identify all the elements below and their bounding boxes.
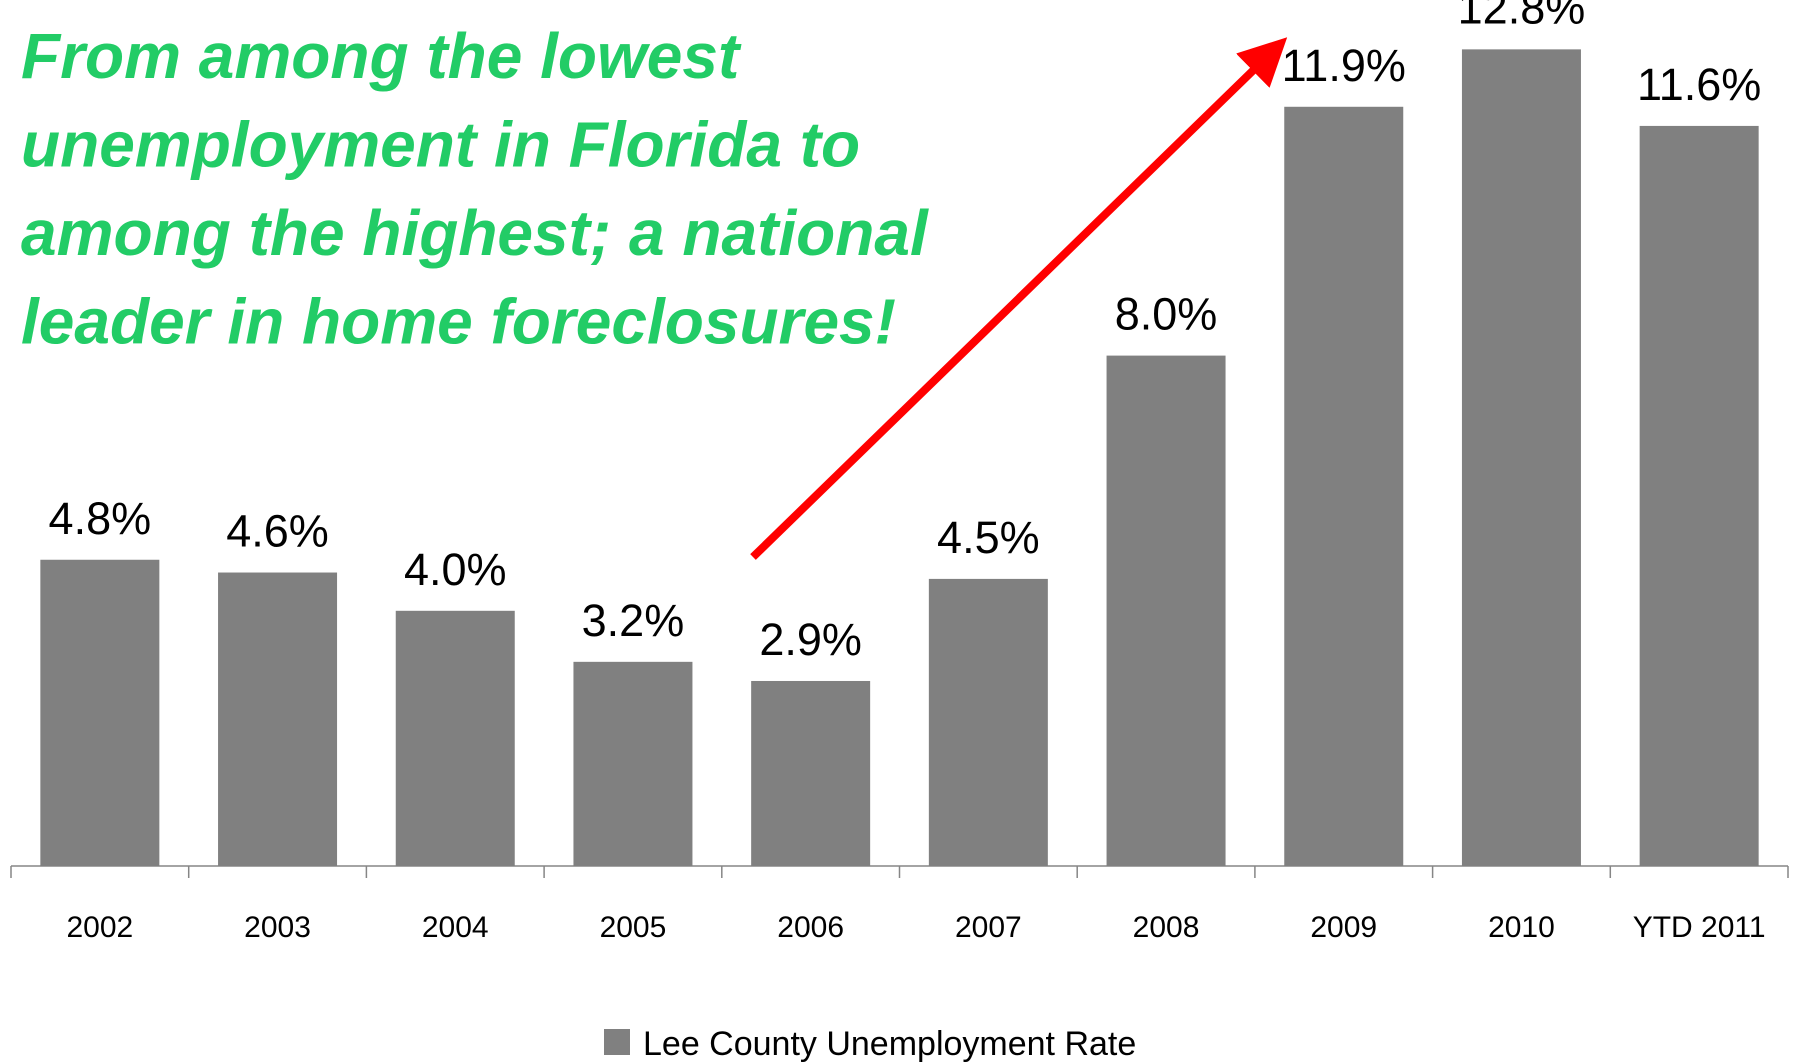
value-label: 3.2%	[582, 595, 685, 646]
bar	[395, 610, 515, 866]
bar	[573, 661, 693, 866]
legend-label: Lee County Unemployment Rate	[643, 1025, 1136, 1063]
x-tick-label: 2008	[1133, 911, 1200, 944]
annotation-line: unemployment in Florida to	[21, 109, 860, 181]
bar	[928, 578, 1048, 866]
value-label: 4.8%	[49, 493, 152, 544]
bar	[1639, 125, 1759, 867]
x-tick-label: 2010	[1488, 911, 1555, 944]
x-tick-label: 2002	[66, 911, 133, 944]
x-tick-label: 2005	[600, 911, 667, 944]
x-tick-label: 2009	[1310, 911, 1377, 944]
x-tick-label: 2003	[244, 911, 311, 944]
bar	[40, 559, 160, 866]
bar	[1106, 355, 1226, 866]
annotation-line: among the highest; a national	[21, 197, 929, 269]
value-label: 11.9%	[1282, 40, 1406, 91]
annotation-line: From among the lowest	[21, 20, 742, 92]
value-label: 4.5%	[937, 512, 1040, 563]
x-tick-label: YTD 2011	[1633, 911, 1766, 944]
bar	[218, 572, 338, 866]
trend-arrow	[750, 37, 1288, 560]
x-tick-label: 2006	[777, 911, 844, 944]
bar	[751, 680, 871, 866]
legend-swatch	[604, 1029, 630, 1055]
value-label: 4.0%	[404, 544, 507, 595]
value-label: 12.8%	[1458, 0, 1586, 33]
bar	[1284, 106, 1404, 866]
value-label: 8.0%	[1115, 289, 1218, 340]
value-label: 2.9%	[759, 614, 862, 665]
x-tick-label: 2007	[955, 911, 1022, 944]
value-label: 4.6%	[226, 506, 329, 557]
bar	[1461, 49, 1581, 867]
x-tick-label: 2004	[422, 911, 489, 944]
annotation-line: leader in home foreclosures!	[21, 286, 896, 358]
value-label: 11.6%	[1637, 59, 1761, 110]
